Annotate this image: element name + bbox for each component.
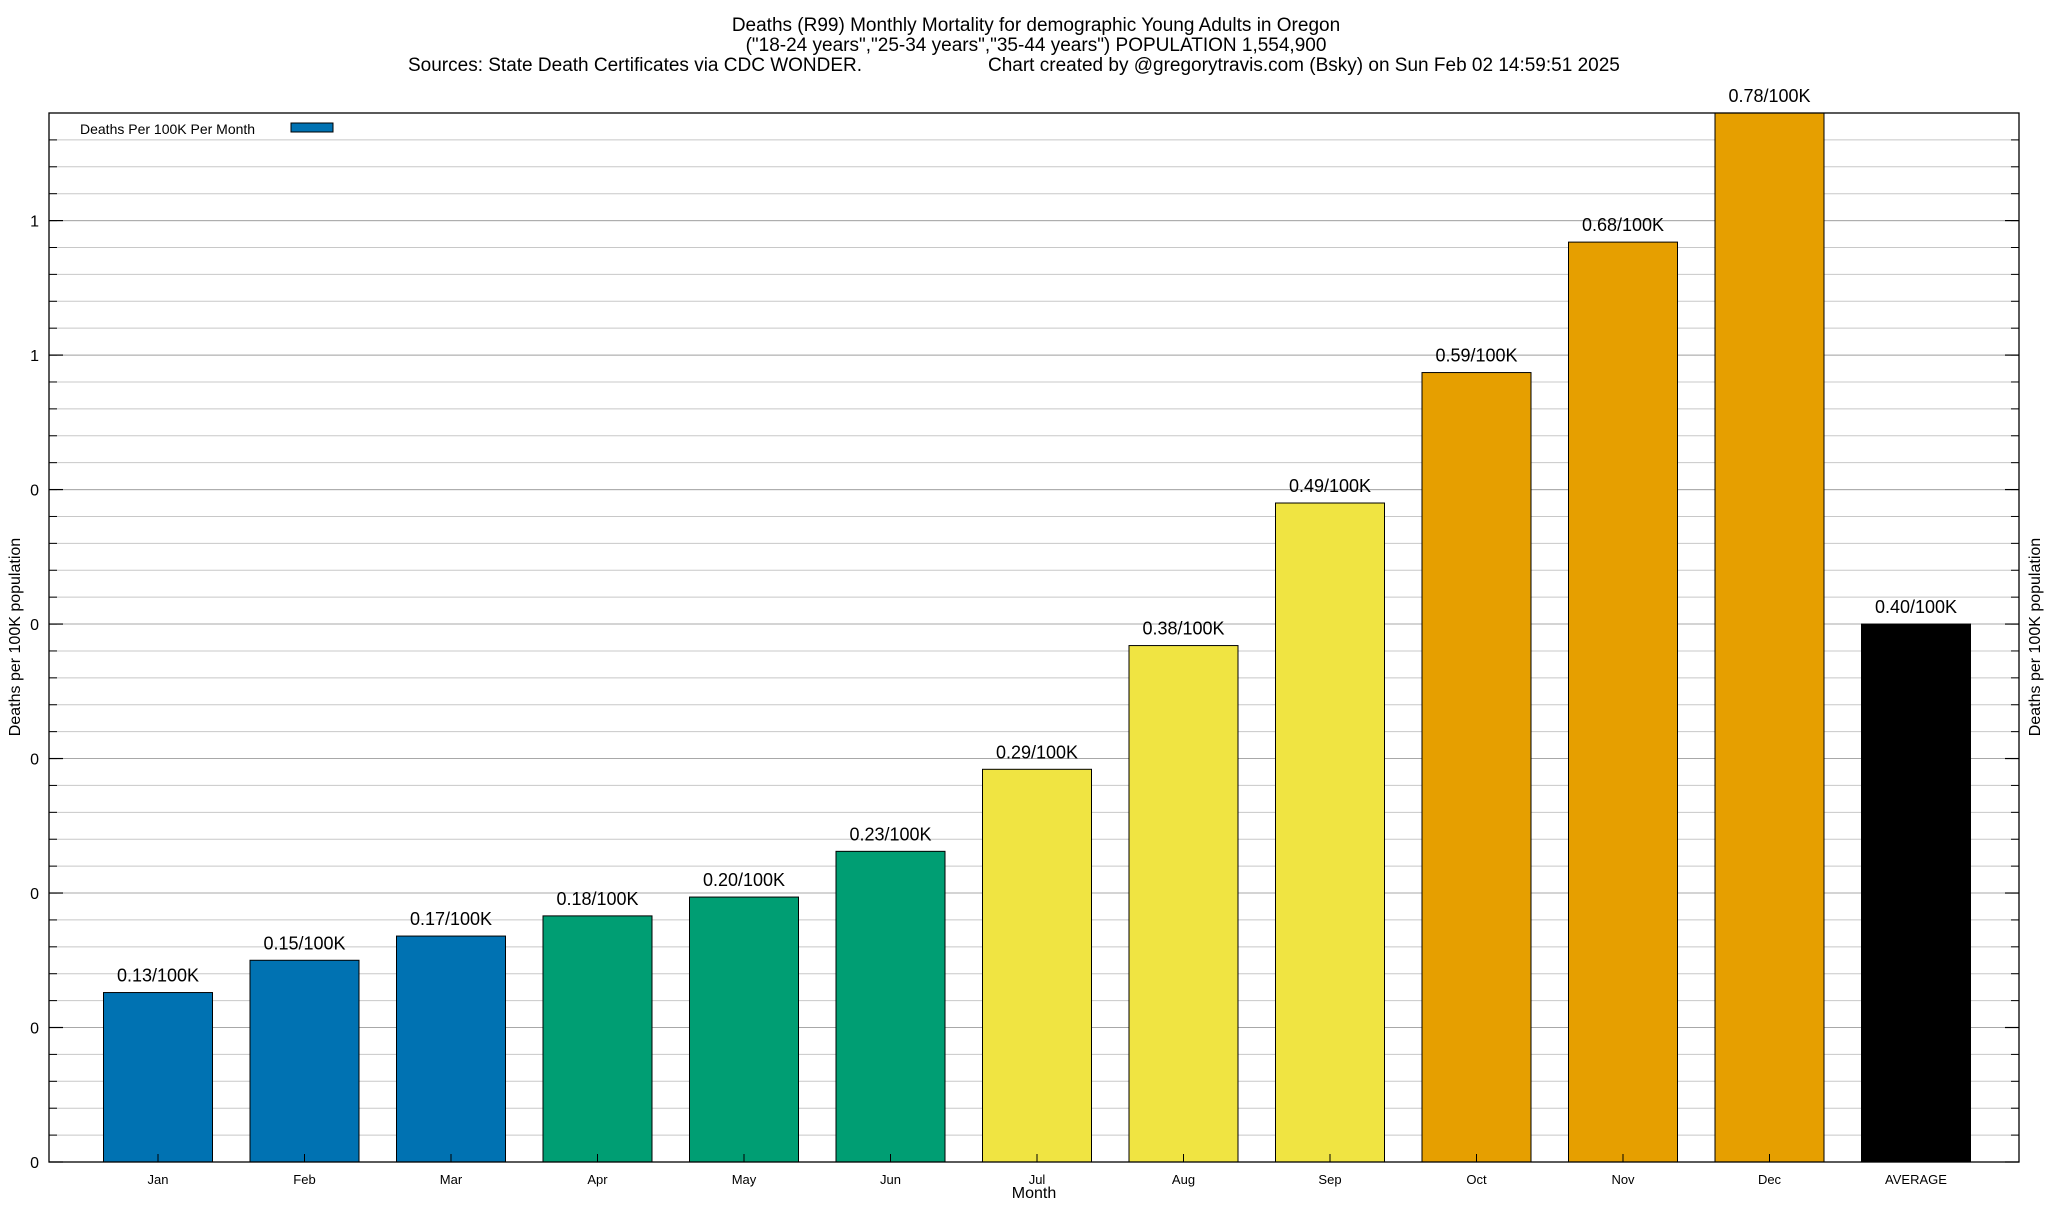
bar-jan (103, 992, 213, 1163)
bar-aug (1128, 645, 1239, 1163)
x-tick-label: May (732, 1172, 757, 1187)
x-tick-label: Nov (1611, 1172, 1635, 1187)
x-tick-label: Jul (1029, 1172, 1046, 1187)
y-axis: 0 0 0 0 0 0 1 1 (30, 139, 2019, 1172)
bar-jul (982, 768, 1092, 1163)
x-axis: Jan Feb Mar Apr May Jun Jul Aug Sep Oct Nov Dec AVER… (148, 1154, 1947, 1187)
data-label: 0.13/100K (117, 966, 199, 986)
y-tick-label: 1 (30, 214, 39, 231)
x-tick-label: AVERAGE (1885, 1172, 1947, 1187)
x-axis-title: Month (1012, 1185, 1056, 1200)
bar-may (689, 896, 799, 1163)
x-tick-label: Aug (1172, 1172, 1195, 1187)
chart-sources: Sources: State Death Certificates via CD… (408, 55, 862, 76)
data-label: 0.23/100K (849, 824, 931, 844)
y-tick-label: 0 (30, 483, 39, 500)
bar-jun (835, 850, 946, 1163)
bar-feb (249, 959, 360, 1163)
data-label: 0.17/100K (410, 909, 492, 929)
data-label: 0.20/100K (703, 870, 785, 890)
legend-swatch (290, 122, 334, 133)
bar-average (1861, 623, 1971, 1163)
y-axis-title: Deaths per 100K population (7, 538, 24, 736)
y-tick-label: 0 (30, 886, 39, 903)
x-tick-label: Sep (1318, 1172, 1341, 1187)
legend-label: Deaths Per 100K Per Month (80, 121, 255, 137)
data-label: 0.18/100K (556, 889, 638, 909)
chart-title: Deaths (R99) Monthly Mortality for demog… (732, 15, 1340, 36)
x-tick-label: Jan (148, 1172, 169, 1187)
x-tick-label: Oct (1466, 1172, 1487, 1187)
y-tick-label: 0 (30, 752, 39, 769)
plot-frame (48, 112, 2020, 1163)
bar-nov (1568, 241, 1678, 1163)
bar-apr (542, 915, 653, 1163)
x-tick-label: Apr (587, 1172, 608, 1187)
bar-mar (396, 935, 506, 1163)
y-tick-label: 0 (30, 617, 39, 634)
x-tick-label: Mar (440, 1172, 463, 1187)
data-label: 0.49/100K (1289, 476, 1371, 496)
data-labels: 0.13/100K 0.15/100K 0.17/100K 0.18/100K 0.20… (117, 86, 1957, 986)
data-label: 0.59/100K (1435, 346, 1517, 366)
bar-oct (1421, 372, 1532, 1163)
chart-subtitle: ("18-24 years","25-34 years","35-44 year… (746, 35, 1327, 56)
data-label: 0.68/100K (1582, 215, 1664, 235)
y-tick-label: 0 (30, 1021, 39, 1038)
data-label: 0.29/100K (996, 742, 1078, 762)
bar-dec (1714, 112, 1825, 1163)
legend: Deaths Per 100K Per Month (80, 121, 334, 137)
data-label: 0.78/100K (1728, 86, 1810, 106)
bar-sep (1275, 502, 1385, 1163)
data-label: 0.38/100K (1142, 619, 1224, 639)
x-tick-label: Feb (293, 1172, 315, 1187)
y-tick-label: 0 (30, 1155, 39, 1172)
x-tick-label: Dec (1758, 1172, 1782, 1187)
data-label: 0.15/100K (263, 933, 345, 953)
x-tick-label: Jun (880, 1172, 901, 1187)
data-label: 0.40/100K (1875, 597, 1957, 617)
y-tick-label: 1 (30, 348, 39, 365)
chart-credit: Chart created by @gregorytravis.com (Bsk… (988, 55, 1620, 76)
y2-axis-title: Deaths per 100K population (2027, 538, 2044, 736)
bars (103, 112, 1971, 1163)
